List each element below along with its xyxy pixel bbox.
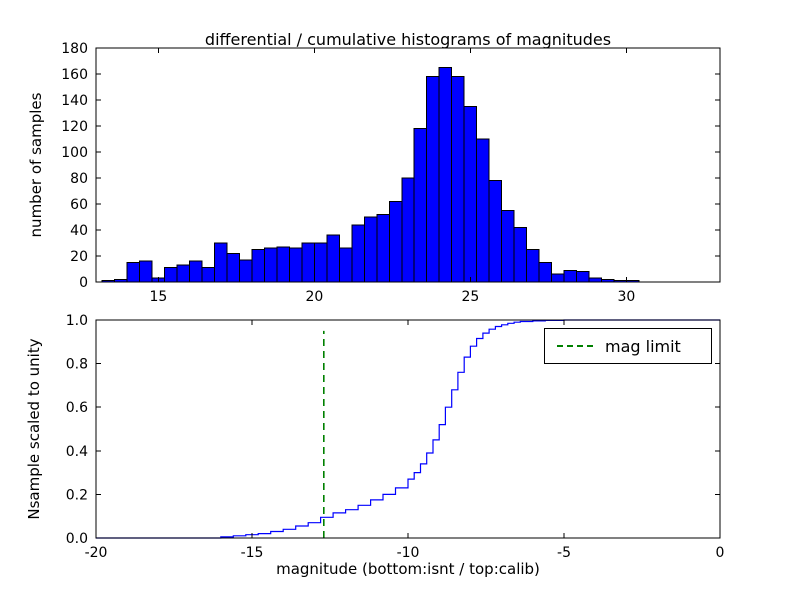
tick-label: 0: [716, 545, 725, 561]
tick-label: 140: [61, 93, 88, 109]
histogram-bar: [438, 67, 453, 283]
tick-label: -5: [557, 545, 571, 561]
histogram-bar: [463, 106, 478, 283]
histogram-bar: [576, 271, 590, 283]
legend-label: mag limit: [605, 336, 681, 356]
tick-label: -20: [85, 545, 108, 561]
histogram-bar: [139, 260, 153, 283]
top-y-axis-label: number of samples: [27, 92, 45, 238]
tick-label: 25: [461, 289, 479, 305]
histogram-bar: [326, 234, 340, 283]
tick-label: 1.0: [66, 313, 88, 329]
tick-label: 160: [61, 67, 88, 83]
histogram-bar: [488, 180, 503, 283]
histogram-bar: [351, 224, 365, 283]
bottom-y-axis-label: Nsample scaled to unity: [25, 338, 43, 520]
tick-label: 0.0: [66, 531, 88, 547]
histogram-bar: [451, 76, 465, 283]
tick-label: -10: [397, 545, 420, 561]
histogram-bar: [176, 264, 191, 283]
histogram-bar: [526, 249, 540, 283]
histogram-bar: [276, 246, 290, 283]
histogram-bar: [513, 226, 528, 283]
histogram-bar: [388, 200, 403, 283]
histogram-bars: [101, 67, 640, 283]
histogram-bar: [338, 247, 353, 283]
histogram-bar: [189, 260, 203, 283]
dashed-line-icon: [557, 345, 593, 347]
tick-label: 40: [70, 223, 88, 239]
tick-label: 0.4: [66, 444, 88, 460]
histogram-bar: [264, 247, 278, 283]
histogram-bar: [376, 213, 390, 283]
histogram-bar: [588, 277, 602, 283]
tick-label: 20: [70, 249, 88, 265]
histogram-bar: [288, 247, 303, 283]
tick-label: 0.6: [66, 400, 88, 416]
histogram-bar: [501, 210, 515, 283]
bottom-x-axis-label: magnitude (bottom:isnt / top:calib): [276, 560, 540, 578]
tick-label: 100: [61, 145, 88, 161]
histogram-bar: [226, 252, 240, 283]
axes-frame: [95, 47, 721, 283]
histogram-bar: [251, 249, 265, 283]
histogram-bar: [476, 138, 490, 283]
histogram-bar: [426, 76, 440, 283]
histogram-bar: [201, 267, 216, 283]
tick-label: 20: [305, 289, 323, 305]
tick-label: 180: [61, 41, 88, 57]
tick-label: 0.2: [66, 487, 88, 503]
tick-label: 120: [61, 119, 88, 135]
histogram-bar: [563, 269, 577, 283]
tick-label: 80: [70, 171, 88, 187]
histogram-bar: [538, 262, 552, 283]
tick-label: 15: [149, 289, 167, 305]
chart-title: differential / cumulative histograms of …: [204, 30, 612, 49]
tick-label: 0.8: [66, 357, 88, 373]
histogram-bar: [214, 242, 228, 283]
histogram-bar: [401, 177, 415, 283]
cumulative-curve: [96, 319, 720, 539]
histogram-bar: [413, 128, 428, 283]
legend: mag limit: [544, 328, 712, 364]
histogram-bar: [363, 216, 378, 283]
axes-frame: [95, 319, 721, 539]
histogram-bar: [239, 259, 253, 283]
histogram-bar: [551, 273, 565, 283]
tick-label: 30: [617, 289, 635, 305]
histogram-bar: [164, 267, 178, 283]
tick-label: -15: [241, 545, 264, 561]
tick-label: 0: [79, 275, 88, 291]
histogram-bar: [126, 262, 141, 283]
histogram-bar: [301, 242, 315, 283]
tick-label: 60: [70, 197, 88, 213]
histogram-bar: [313, 242, 328, 283]
